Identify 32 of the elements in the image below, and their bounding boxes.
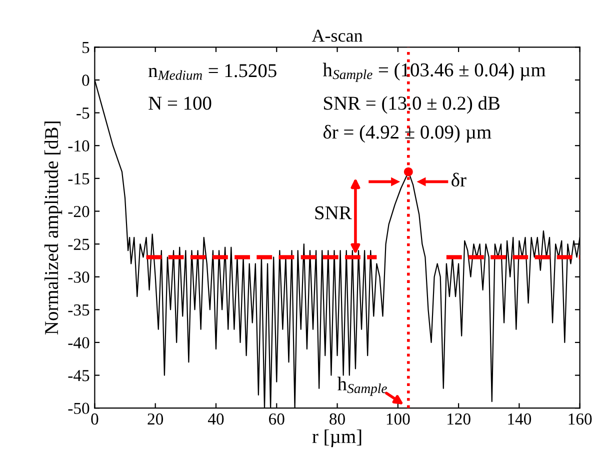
y-tick-label: -25 bbox=[68, 238, 90, 250]
y-tick-label: -35 bbox=[68, 304, 90, 316]
y-tick-label: 5 bbox=[82, 42, 90, 54]
y-tick-label: -50 bbox=[68, 402, 90, 414]
x-tick-label: 140 bbox=[508, 413, 532, 425]
annotation: n$_{Medium}$ = 1.5205 bbox=[148, 64, 276, 80]
x-axis-title: r [µm] bbox=[312, 429, 362, 448]
y-tick-label: -5 bbox=[76, 108, 90, 119]
annotation: h$_{Sample}$ bbox=[337, 376, 387, 396]
x-tick-label: 40 bbox=[208, 413, 224, 425]
y-tick-label: -45 bbox=[68, 370, 90, 382]
y-tick-label: -20 bbox=[68, 206, 90, 218]
y-axis-title: Normalized amplitude [dB] bbox=[44, 122, 62, 335]
x-tick-label: 100 bbox=[386, 413, 410, 425]
y-tick-label: -15 bbox=[68, 173, 90, 184]
annotation: δr bbox=[452, 172, 466, 187]
x-tick-label: 20 bbox=[148, 413, 164, 425]
annotation: δr = (4.92 ± 0.09) µm bbox=[323, 124, 492, 143]
y-tick-label: -40 bbox=[68, 337, 90, 348]
chart-title: A-scan bbox=[312, 30, 363, 42]
x-tick-label: 120 bbox=[448, 413, 470, 425]
y-tick-label: 0 bbox=[82, 74, 90, 86]
x-tick-label: 0 bbox=[91, 413, 98, 425]
annotation: h$_{Sample}$ = (103.46 ± 0.04) µm bbox=[322, 62, 546, 82]
y-tick-label: -30 bbox=[68, 272, 90, 283]
y-tick-label: -10 bbox=[68, 140, 90, 152]
x-tick-label: 80 bbox=[330, 413, 345, 425]
x-tick-label: 60 bbox=[269, 413, 284, 425]
annotation: SNR bbox=[315, 206, 352, 220]
annotation: N = 100 bbox=[148, 96, 212, 110]
annotation: SNR = (13.0 ± 0.2) dB bbox=[324, 96, 500, 114]
x-tick-label: 160 bbox=[568, 413, 592, 425]
